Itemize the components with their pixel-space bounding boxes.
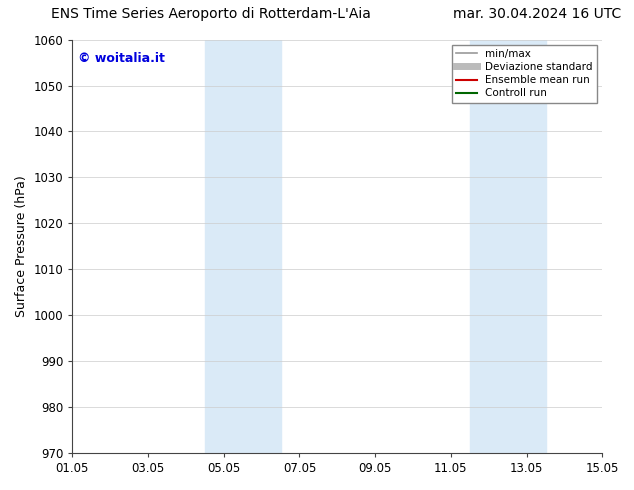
Text: © woitalia.it: © woitalia.it (77, 52, 164, 65)
Legend: min/max, Deviazione standard, Ensemble mean run, Controll run: min/max, Deviazione standard, Ensemble m… (452, 45, 597, 102)
Y-axis label: Surface Pressure (hPa): Surface Pressure (hPa) (15, 175, 28, 317)
Text: mar. 30.04.2024 16 UTC: mar. 30.04.2024 16 UTC (453, 7, 621, 22)
Text: ENS Time Series Aeroporto di Rotterdam-L'Aia: ENS Time Series Aeroporto di Rotterdam-L… (51, 7, 371, 22)
Bar (470, 40, 545, 453)
Bar (205, 40, 280, 453)
